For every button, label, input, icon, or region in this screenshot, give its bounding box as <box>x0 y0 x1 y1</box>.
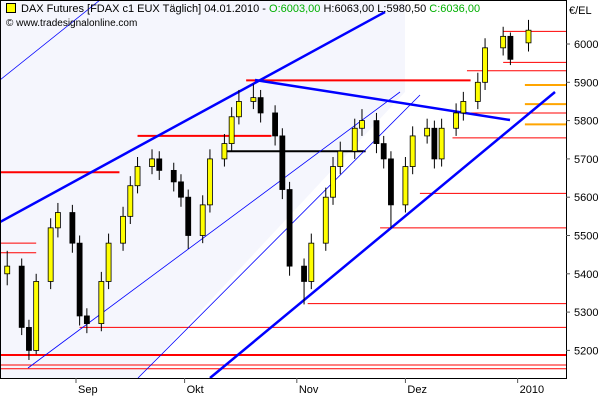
candle-body <box>402 166 409 206</box>
candle-body <box>388 158 394 206</box>
candle-body <box>98 281 105 324</box>
candle-body <box>272 112 279 137</box>
candle-body <box>424 127 431 137</box>
y-tick-label: 5400 <box>574 269 598 281</box>
candle-body <box>207 158 213 206</box>
candle-body <box>279 135 286 190</box>
candle-body <box>482 47 488 83</box>
candle-body <box>26 327 32 351</box>
x-tick-label: 2010 <box>520 384 544 396</box>
candle-body <box>55 212 61 229</box>
candle-body <box>235 101 242 118</box>
candle-body <box>221 143 228 160</box>
copyright: © www.tradesignalonline.com <box>6 18 138 29</box>
candle-body <box>149 158 155 167</box>
candle-body <box>83 315 90 324</box>
high-value: H:6063,00 <box>323 3 375 15</box>
x-tick-label: Sep <box>78 384 98 396</box>
y-tick-label: 6000 <box>574 39 598 51</box>
low-value: L:5980,50 <box>377 3 427 15</box>
candle-body <box>380 143 387 160</box>
trend-line <box>137 94 421 379</box>
close-value: C:6036,00 <box>429 3 481 15</box>
chart-header: DAX Futures [FDAX c1 EUX Täglich] 04.01.… <box>6 3 480 15</box>
trend-line <box>254 78 511 122</box>
candle-body <box>337 150 344 167</box>
candle-body <box>76 242 83 317</box>
candle-body <box>474 81 481 102</box>
y-tick-label: 5200 <box>574 345 598 357</box>
candle-body <box>105 242 112 282</box>
candle-body <box>460 101 467 114</box>
candle-body <box>120 215 126 244</box>
y-tick-label: 5600 <box>574 192 598 204</box>
x-tick-label: Dez <box>407 384 427 396</box>
trend-line <box>0 10 386 224</box>
trend-line <box>209 91 556 379</box>
candle-body <box>301 265 307 282</box>
candle-body <box>33 281 40 351</box>
candle-body <box>127 185 134 217</box>
candle-body <box>69 212 76 244</box>
candle-body <box>156 158 163 171</box>
candle-body <box>373 120 380 144</box>
y-axis-unit: €/EL <box>569 5 592 17</box>
candle-body <box>438 127 445 160</box>
trend-line <box>0 0 101 81</box>
candle-body <box>185 196 192 236</box>
y-tick-label: 5800 <box>574 116 598 128</box>
candle-body <box>359 120 365 129</box>
candle-body <box>308 242 315 282</box>
y-tick-label: 5900 <box>574 77 598 89</box>
candle-body <box>330 166 336 198</box>
candle-body <box>286 189 293 267</box>
candle-body <box>250 97 257 102</box>
trend-line <box>27 91 401 369</box>
candle-body <box>228 116 235 144</box>
candle-body <box>18 265 25 328</box>
candle-body <box>409 135 416 167</box>
series-legend-icon <box>6 3 16 13</box>
candle-body <box>507 35 514 60</box>
symbol-label: DAX Futures [FDAX c1 EUX Täglich] 04.01.… <box>21 3 270 15</box>
candle-body <box>431 127 438 160</box>
x-tick-label: Okt <box>187 384 204 396</box>
y-tick-label: 5500 <box>574 231 598 243</box>
open-value: O:6003,00 <box>269 3 321 15</box>
y-tick-label: 5300 <box>574 307 598 319</box>
y-tick-label: 5700 <box>574 154 598 166</box>
candle-body <box>47 227 54 282</box>
candle-body <box>257 97 264 114</box>
candle-body <box>4 265 11 275</box>
candle-body <box>500 35 507 49</box>
plot-border <box>0 0 567 379</box>
candle-body <box>351 127 358 152</box>
candle-body <box>199 204 206 236</box>
x-tick-label: Nov <box>299 384 319 396</box>
candle-body <box>525 29 532 44</box>
candle-body <box>453 112 460 129</box>
candle-body <box>322 196 329 244</box>
candle-body <box>134 166 141 187</box>
candle-body <box>178 181 184 198</box>
candle-body <box>170 169 177 183</box>
